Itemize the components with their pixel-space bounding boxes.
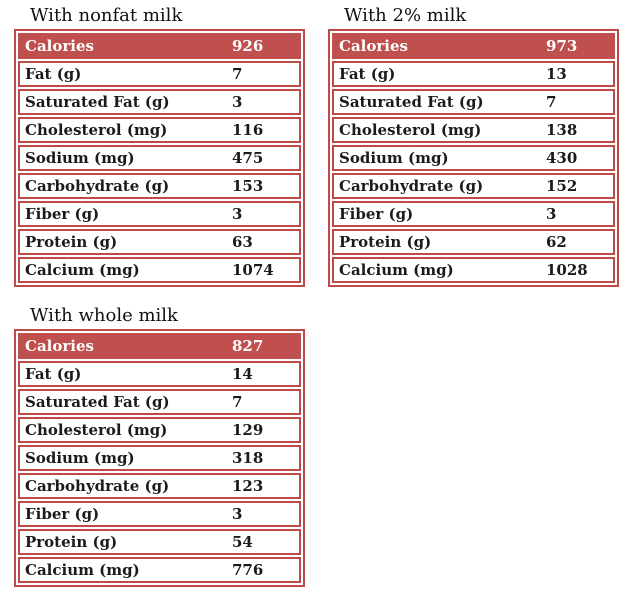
row-value: 152: [546, 177, 578, 195]
table-header-row: Calories 926: [18, 33, 301, 59]
row-label: Carbohydrate (g): [339, 177, 484, 195]
row-label: Saturated Fat (g): [25, 393, 170, 411]
row-value: 7: [232, 393, 243, 411]
row-value: 13: [546, 65, 567, 83]
row-label: Saturated Fat (g): [339, 93, 484, 111]
row-label: Fiber (g): [339, 205, 414, 223]
row-value: 3: [232, 93, 243, 111]
table-row-fat: Fat (g) 14: [18, 361, 301, 387]
row-value: 3: [546, 205, 557, 223]
row-label: Fat (g): [339, 65, 396, 83]
row-value: 123: [232, 477, 264, 495]
row-value: 318: [232, 449, 264, 467]
header-label: Calories: [25, 37, 94, 55]
table-row-cholesterol: Cholesterol (mg) 129: [18, 417, 301, 443]
table-row-protein: Protein (g) 63: [18, 229, 301, 255]
row-label: Protein (g): [25, 233, 118, 251]
row-label: Sodium (mg): [339, 149, 449, 167]
nutrition-panel-2-percent: With 2% milk Calories 973 Fat (g) 13 Sat…: [328, 6, 619, 287]
table-row-fiber: Fiber (g) 3: [18, 501, 301, 527]
table-row-saturated-fat: Saturated Fat (g) 3: [18, 89, 301, 115]
table-row-protein: Protein (g) 54: [18, 529, 301, 555]
row-label: Cholesterol (mg): [339, 121, 482, 139]
row-label: Cholesterol (mg): [25, 121, 168, 139]
row-value: 3: [232, 205, 243, 223]
row-label: Calcium (mg): [25, 261, 140, 279]
row-value: 138: [546, 121, 578, 139]
row-label: Cholesterol (mg): [25, 421, 168, 439]
table-row-calcium: Calcium (mg) 1074: [18, 257, 301, 283]
row-label: Calcium (mg): [25, 561, 140, 579]
nutrition-panel-nonfat: With nonfat milk Calories 926 Fat (g) 7 …: [14, 6, 305, 287]
table-title-nonfat: With nonfat milk: [30, 5, 183, 26]
table-row-sodium: Sodium (mg) 430: [332, 145, 615, 171]
table-row-fiber: Fiber (g) 3: [332, 201, 615, 227]
row-label: Carbohydrate (g): [25, 177, 170, 195]
table-row-cholesterol: Cholesterol (mg) 138: [332, 117, 615, 143]
row-label: Fiber (g): [25, 205, 100, 223]
row-label: Calcium (mg): [339, 261, 454, 279]
table-row-fiber: Fiber (g) 3: [18, 201, 301, 227]
row-label: Fat (g): [25, 65, 82, 83]
table-row-fat: Fat (g) 13: [332, 61, 615, 87]
table-row-carbohydrate: Carbohydrate (g) 153: [18, 173, 301, 199]
table-title-2-percent: With 2% milk: [344, 5, 467, 26]
row-label: Protein (g): [339, 233, 432, 251]
row-value: 62: [546, 233, 567, 251]
table-header-row: Calories 973: [332, 33, 615, 59]
row-value: 7: [232, 65, 243, 83]
table-row-saturated-fat: Saturated Fat (g) 7: [332, 89, 615, 115]
table-row-carbohydrate: Carbohydrate (g) 152: [332, 173, 615, 199]
header-value: 926: [232, 37, 264, 55]
row-label: Sodium (mg): [25, 149, 135, 167]
table-row-sodium: Sodium (mg) 475: [18, 145, 301, 171]
row-label: Fiber (g): [25, 505, 100, 523]
table-row-fat: Fat (g) 7: [18, 61, 301, 87]
table-row-carbohydrate: Carbohydrate (g) 123: [18, 473, 301, 499]
table-row-cholesterol: Cholesterol (mg) 116: [18, 117, 301, 143]
row-label: Saturated Fat (g): [25, 93, 170, 111]
table-row-protein: Protein (g) 62: [332, 229, 615, 255]
header-value: 827: [232, 337, 264, 355]
row-value: 776: [232, 561, 264, 579]
header-label: Calories: [25, 337, 94, 355]
row-label: Carbohydrate (g): [25, 477, 170, 495]
row-label: Protein (g): [25, 533, 118, 551]
row-value: 116: [232, 121, 264, 139]
nutrition-panel-whole: With whole milk Calories 827 Fat (g) 14 …: [14, 306, 305, 587]
nutrition-table-nonfat: Calories 926 Fat (g) 7 Saturated Fat (g)…: [14, 29, 305, 287]
row-label: Sodium (mg): [25, 449, 135, 467]
row-value: 1028: [546, 261, 588, 279]
row-value: 14: [232, 365, 253, 383]
row-value: 54: [232, 533, 253, 551]
row-value: 153: [232, 177, 264, 195]
row-label: Fat (g): [25, 365, 82, 383]
row-value: 7: [546, 93, 557, 111]
table-row-sodium: Sodium (mg) 318: [18, 445, 301, 471]
table-row-calcium: Calcium (mg) 1028: [332, 257, 615, 283]
table-title-whole: With whole milk: [30, 305, 178, 326]
header-value: 973: [546, 37, 578, 55]
row-value: 1074: [232, 261, 274, 279]
row-value: 430: [546, 149, 578, 167]
table-header-row: Calories 827: [18, 333, 301, 359]
table-row-calcium: Calcium (mg) 776: [18, 557, 301, 583]
row-value: 63: [232, 233, 253, 251]
row-value: 475: [232, 149, 264, 167]
nutrition-table-2-percent: Calories 973 Fat (g) 13 Saturated Fat (g…: [328, 29, 619, 287]
row-value: 3: [232, 505, 243, 523]
header-label: Calories: [339, 37, 408, 55]
row-value: 129: [232, 421, 264, 439]
nutrition-table-whole: Calories 827 Fat (g) 14 Saturated Fat (g…: [14, 329, 305, 587]
table-row-saturated-fat: Saturated Fat (g) 7: [18, 389, 301, 415]
